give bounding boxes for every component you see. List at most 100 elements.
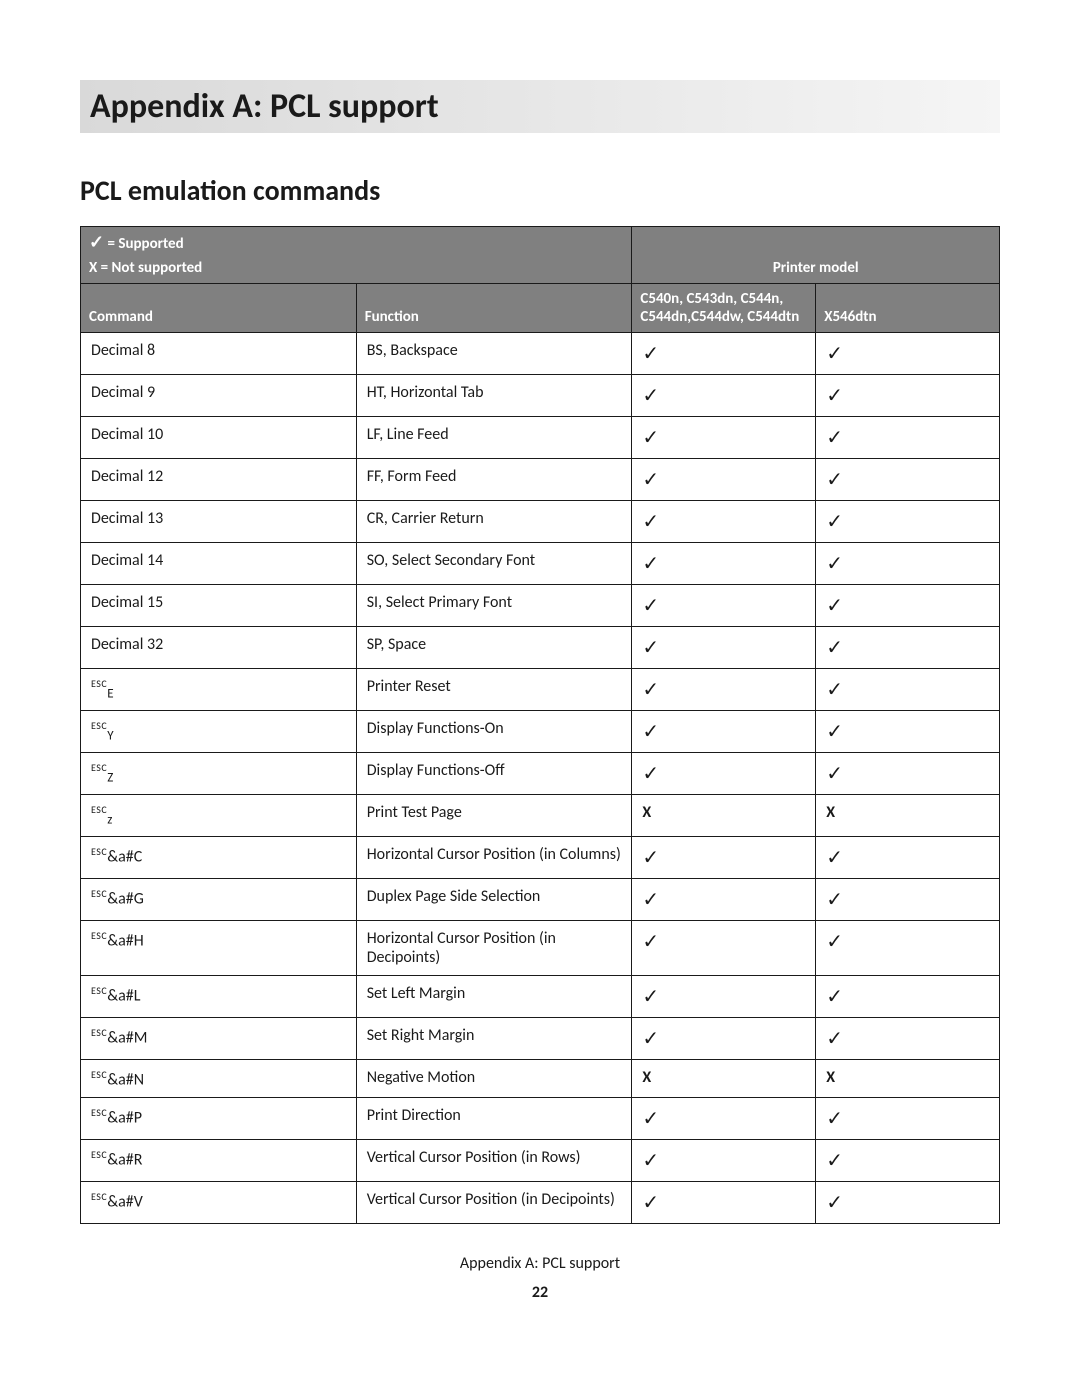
table-row: Decimal 12FF, Form Feed✓✓ — [81, 459, 1000, 501]
cell-model-a: ✓ — [632, 627, 816, 669]
cell-function: Negative Motion — [356, 1059, 632, 1097]
cell-model-b: ✓ — [816, 669, 1000, 711]
table-row: ESCZDisplay Functions-Off✓✓ — [81, 753, 1000, 795]
cell-command: Decimal 14 — [81, 543, 357, 585]
cell-model-a: ✓ — [632, 753, 816, 795]
cell-command: Decimal 15 — [81, 585, 357, 627]
table-row: ESC&a#HHorizontal Cursor Position (in De… — [81, 920, 1000, 975]
cmd-body: &a#N — [107, 1070, 144, 1089]
esc-prefix: ESC — [91, 887, 107, 900]
cell-model-a: ✓ — [632, 585, 816, 627]
cell-model-b: ✓ — [816, 501, 1000, 543]
esc-prefix: ESC — [91, 984, 107, 997]
esc-prefix: ESC — [91, 677, 107, 690]
table-row: Decimal 32SP, Space✓✓ — [81, 627, 1000, 669]
cell-function: Vertical Cursor Position (in Rows) — [356, 1139, 632, 1181]
cell-model-b: ✓ — [816, 975, 1000, 1017]
cell-command: ESC&a#P — [81, 1097, 357, 1139]
cell-command: ESCE — [81, 669, 357, 711]
cell-model-a: ✓ — [632, 459, 816, 501]
col-model-a: C540n, C543dn, C544n, C544dn,C544dw, C54… — [632, 284, 816, 333]
legend-not-supported-text: X = Not supported — [89, 259, 623, 277]
table-header: ✓ = Supported X = Not supported Printer … — [81, 227, 1000, 333]
cell-function: SP, Space — [356, 627, 632, 669]
cmd-body: &a#V — [107, 1192, 143, 1211]
cell-model-a: ✓ — [632, 1181, 816, 1223]
table-row: ESC&a#PPrint Direction✓✓ — [81, 1097, 1000, 1139]
cell-function: SO, Select Secondary Font — [356, 543, 632, 585]
cell-command: Decimal 12 — [81, 459, 357, 501]
cmd-body: &a#M — [107, 1028, 147, 1047]
cell-model-a: ✓ — [632, 543, 816, 585]
cell-model-a: ✓ — [632, 1139, 816, 1181]
cell-function: Display Functions-Off — [356, 753, 632, 795]
col-function: Function — [356, 284, 632, 333]
cell-function: Horizontal Cursor Position (in Decipoint… — [356, 920, 632, 975]
cell-command: ESC&a#H — [81, 920, 357, 975]
cell-model-b: ✓ — [816, 711, 1000, 753]
table-header-row-columns: Command Function C540n, C543dn, C544n, C… — [81, 284, 1000, 333]
cell-function: Printer Reset — [356, 669, 632, 711]
cell-model-a: ✓ — [632, 1097, 816, 1139]
cell-command: Decimal 9 — [81, 375, 357, 417]
pcl-support-table: ✓ = Supported X = Not supported Printer … — [80, 226, 1000, 1224]
cell-model-b: ✓ — [816, 836, 1000, 878]
table-row: ESC&a#RVertical Cursor Position (in Rows… — [81, 1139, 1000, 1181]
cell-function: Vertical Cursor Position (in Decipoints) — [356, 1181, 632, 1223]
cmd-body: &a#L — [107, 986, 140, 1005]
esc-prefix: ESC — [91, 1026, 107, 1039]
printer-model-heading: Printer model — [632, 227, 1000, 284]
cell-command: ESCz — [81, 795, 357, 837]
page-title: Appendix A: PCL support — [90, 86, 990, 127]
esc-prefix: ESC — [91, 803, 107, 816]
cell-model-b: ✓ — [816, 1139, 1000, 1181]
cell-function: Set Right Margin — [356, 1017, 632, 1059]
cell-command: Decimal 8 — [81, 333, 357, 375]
cell-model-b: ✓ — [816, 1181, 1000, 1223]
footer-caption: Appendix A: PCL support — [80, 1254, 1000, 1273]
esc-prefix: ESC — [91, 929, 107, 942]
cell-model-b: ✓ — [816, 543, 1000, 585]
cell-model-b: ✓ — [816, 1017, 1000, 1059]
cell-model-b: X — [816, 795, 1000, 837]
cell-model-b: ✓ — [816, 585, 1000, 627]
esc-prefix: ESC — [91, 1148, 107, 1161]
table-row: ESC&a#LSet Left Margin✓✓ — [81, 975, 1000, 1017]
cell-command: Decimal 10 — [81, 417, 357, 459]
cell-function: Display Functions-On — [356, 711, 632, 753]
cell-command: Decimal 13 — [81, 501, 357, 543]
table-row: Decimal 13CR, Carrier Return✓✓ — [81, 501, 1000, 543]
esc-prefix: ESC — [91, 845, 107, 858]
cell-model-a: ✓ — [632, 417, 816, 459]
cell-function: HT, Horizontal Tab — [356, 375, 632, 417]
cell-model-b: ✓ — [816, 920, 1000, 975]
cell-model-b: ✓ — [816, 459, 1000, 501]
title-bar: Appendix A: PCL support — [80, 80, 1000, 133]
col-command: Command — [81, 284, 357, 333]
legend-supported-text: = Supported — [108, 235, 184, 253]
cell-model-a: ✓ — [632, 375, 816, 417]
cell-model-b: ✓ — [816, 333, 1000, 375]
cell-command: ESCZ — [81, 753, 357, 795]
cell-model-b: ✓ — [816, 753, 1000, 795]
cell-model-b: ✓ — [816, 627, 1000, 669]
cmd-body: Y — [107, 729, 113, 744]
check-icon: ✓ — [89, 231, 104, 253]
cell-model-a: ✓ — [632, 920, 816, 975]
cell-command: ESC&a#V — [81, 1181, 357, 1223]
footer-page-number: 22 — [80, 1283, 1000, 1302]
cell-command: ESC&a#N — [81, 1059, 357, 1097]
document-page: Appendix A: PCL support PCL emulation co… — [0, 0, 1080, 1342]
table-row: ESC&a#GDuplex Page Side Selection✓✓ — [81, 878, 1000, 920]
cell-function: LF, Line Feed — [356, 417, 632, 459]
cell-model-a: ✓ — [632, 333, 816, 375]
esc-prefix: ESC — [91, 719, 107, 732]
cell-model-a: ✓ — [632, 878, 816, 920]
table-row: ESC&a#NNegative MotionXX — [81, 1059, 1000, 1097]
cell-function: CR, Carrier Return — [356, 501, 632, 543]
cell-model-a: ✓ — [632, 711, 816, 753]
esc-prefix: ESC — [91, 1106, 107, 1119]
cmd-body: Z — [107, 771, 113, 786]
table-row: ESCEPrinter Reset✓✓ — [81, 669, 1000, 711]
cell-model-b: X — [816, 1059, 1000, 1097]
